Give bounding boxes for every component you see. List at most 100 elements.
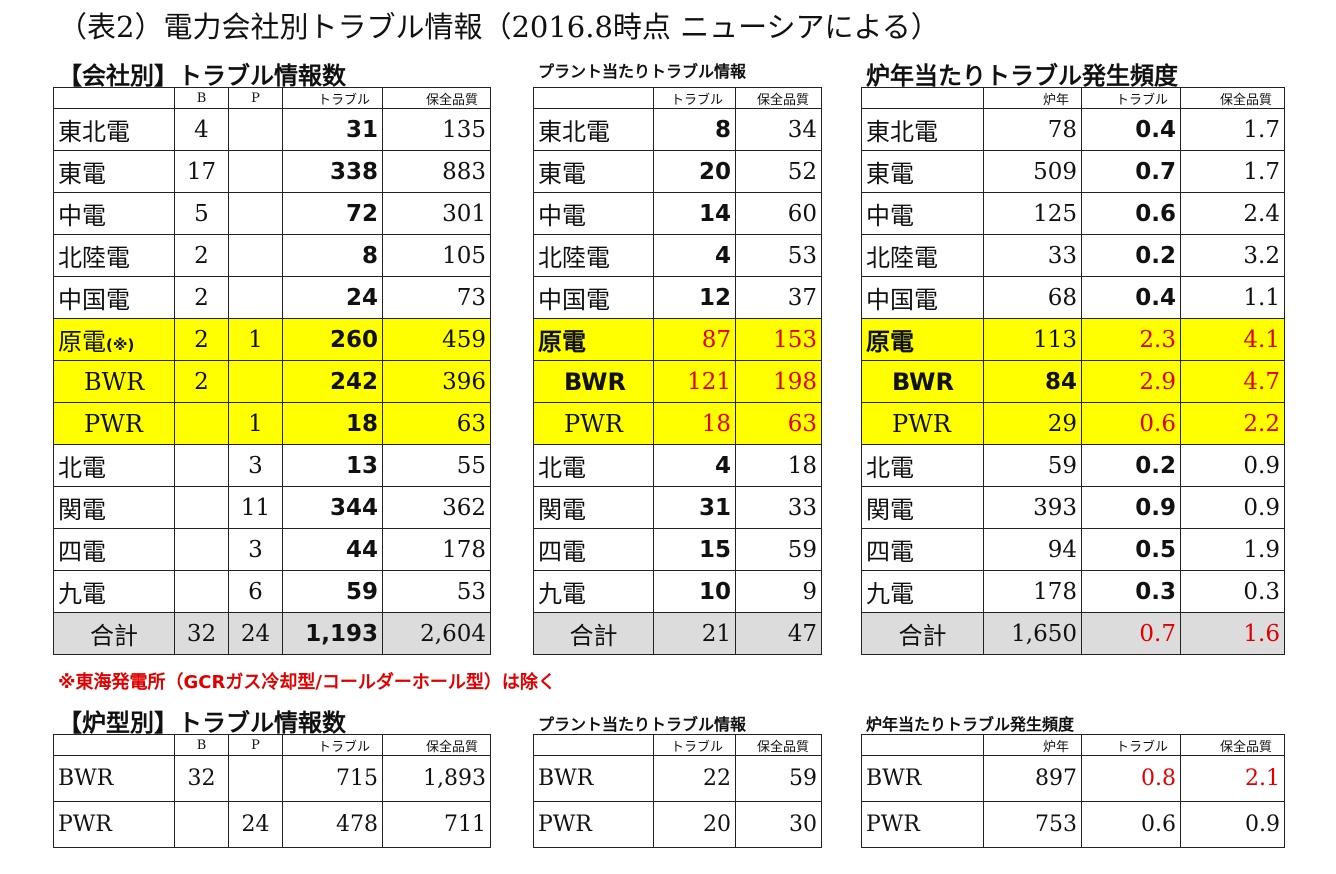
- quality-per-plant: 59: [735, 755, 822, 802]
- reactor-years: 78: [983, 108, 1082, 151]
- trouble-per-plant: 20: [653, 801, 736, 848]
- b-count: [174, 570, 229, 613]
- table-row: PWR 20 30: [533, 801, 822, 848]
- table-row-highlighted: PWR 29 0.6 2.2: [861, 402, 1285, 445]
- b-count: 5: [174, 192, 229, 235]
- total-label: 合計: [533, 612, 654, 655]
- table-row: BWR 32 715 1,893: [53, 755, 491, 802]
- table-row-highlighted: 原電(※) 2 1 260 459: [53, 318, 491, 361]
- table-row: 東北電 4 31 135: [53, 108, 491, 151]
- table-row: 北電 4 18: [533, 444, 822, 487]
- header-cell: [533, 87, 654, 109]
- header-cell: P: [228, 87, 283, 109]
- p-count: 11: [228, 486, 283, 529]
- table-total-row: 合計 1,650 0.7 1.6: [861, 612, 1285, 655]
- table-row: 中国電 12 37: [533, 276, 822, 319]
- trouble-frequency: 0.4: [1081, 108, 1181, 151]
- trouble-frequency: 0.8: [1081, 755, 1181, 802]
- quality-count: 105: [382, 234, 491, 277]
- table-row-highlighted: PWR 18 63: [533, 402, 822, 445]
- header-cell: 保全品質: [735, 87, 822, 109]
- trouble-per-plant: 20: [653, 150, 736, 193]
- b-count: [174, 402, 229, 445]
- table-row: 四電 15 59: [533, 528, 822, 571]
- table-row: 九電 178 0.3 0.3: [861, 570, 1285, 613]
- company-name: 関電: [533, 486, 654, 529]
- reactor-years: 178: [983, 570, 1082, 613]
- table-header-row: B P トラブル 保全品質: [53, 734, 491, 756]
- p-count: [228, 360, 283, 403]
- header-cell: P: [228, 734, 283, 756]
- quality-frequency: 1.7: [1180, 150, 1285, 193]
- quality-per-plant: 63: [735, 402, 822, 445]
- table-row-highlighted: BWR 121 198: [533, 360, 822, 403]
- table-row: 四電 94 0.5 1.9: [861, 528, 1285, 571]
- header-cell: [533, 734, 654, 756]
- total-label: 合計: [53, 612, 175, 655]
- reactor-years: 59: [983, 444, 1082, 487]
- quality-frequency: 4.1: [1180, 318, 1285, 361]
- per-plant-type-heading: プラント当たりトラブル情報: [538, 715, 747, 734]
- p-count: 1: [228, 402, 283, 445]
- header-cell: 保全品質: [735, 734, 822, 756]
- reactor-type-name: BWR: [861, 755, 984, 802]
- trouble-frequency: 2.3: [1081, 318, 1181, 361]
- company-name: 九電: [533, 570, 654, 613]
- company-name: 四電: [861, 528, 984, 571]
- quality-frequency: 1.9: [1180, 528, 1285, 571]
- trouble-count: 8: [282, 234, 383, 277]
- reactor-years: 94: [983, 528, 1082, 571]
- quality-frequency: 2.1: [1180, 755, 1285, 802]
- quality-count: 711: [382, 801, 491, 848]
- table-row: 北陸電 4 53: [533, 234, 822, 277]
- trouble-count: 59: [282, 570, 383, 613]
- per-plant-type-table: トラブル 保全品質 BWR 22 59 PWR 20 30: [533, 734, 822, 848]
- table-row-highlighted: BWR 84 2.9 4.7: [861, 360, 1285, 403]
- company-name: 東電: [533, 150, 654, 193]
- company-name-text: 原電: [58, 328, 106, 356]
- table-row-highlighted: BWR 2 242 396: [53, 360, 491, 403]
- table-row: 東電 17 338 883: [53, 150, 491, 193]
- table-row: 中電 125 0.6 2.4: [861, 192, 1285, 235]
- company-name: 東北電: [53, 108, 175, 151]
- reactor-type-name: PWR: [861, 801, 984, 848]
- table-header-row: トラブル 保全品質: [533, 734, 822, 756]
- b-count: 32: [174, 755, 229, 802]
- trouble-per-plant: 22: [653, 755, 736, 802]
- quality-count: 1,893: [382, 755, 491, 802]
- header-cell: 保全品質: [1180, 87, 1285, 109]
- reactor-years: 1,650: [983, 612, 1082, 655]
- trouble-frequency: 0.5: [1081, 528, 1181, 571]
- table-row: 中国電 2 24 73: [53, 276, 491, 319]
- trouble-per-plant: 4: [653, 444, 736, 487]
- company-name: PWR: [861, 402, 984, 445]
- header-cell: トラブル: [1081, 734, 1181, 756]
- header-cell: トラブル: [653, 734, 736, 756]
- reactor-years: 113: [983, 318, 1082, 361]
- table-header-row: 炉年 トラブル 保全品質: [861, 87, 1285, 109]
- header-cell: B: [174, 734, 229, 756]
- b-count: 32: [174, 612, 229, 655]
- company-name: 九電: [861, 570, 984, 613]
- quality-frequency: 0.9: [1180, 444, 1285, 487]
- table-row: 東北電 78 0.4 1.7: [861, 108, 1285, 151]
- company-name: 中国電: [53, 276, 175, 319]
- header-cell: [53, 87, 175, 109]
- table-row: PWR 24 478 711: [53, 801, 491, 848]
- b-count: 17: [174, 150, 229, 193]
- b-count: 2: [174, 234, 229, 277]
- company-name: 中電: [53, 192, 175, 235]
- trouble-count: 715: [282, 755, 383, 802]
- p-count: 3: [228, 528, 283, 571]
- reactor-years: 84: [983, 360, 1082, 403]
- header-cell: トラブル: [1081, 87, 1181, 109]
- trouble-frequency: 2.9: [1081, 360, 1181, 403]
- trouble-count: 13: [282, 444, 383, 487]
- trouble-count: 344: [282, 486, 383, 529]
- reactor-years: 393: [983, 486, 1082, 529]
- table-row: PWR 753 0.6 0.9: [861, 801, 1285, 848]
- p-count: 24: [228, 612, 283, 655]
- quality-per-plant: 60: [735, 192, 822, 235]
- p-count: 1: [228, 318, 283, 361]
- trouble-frequency: 0.6: [1081, 402, 1181, 445]
